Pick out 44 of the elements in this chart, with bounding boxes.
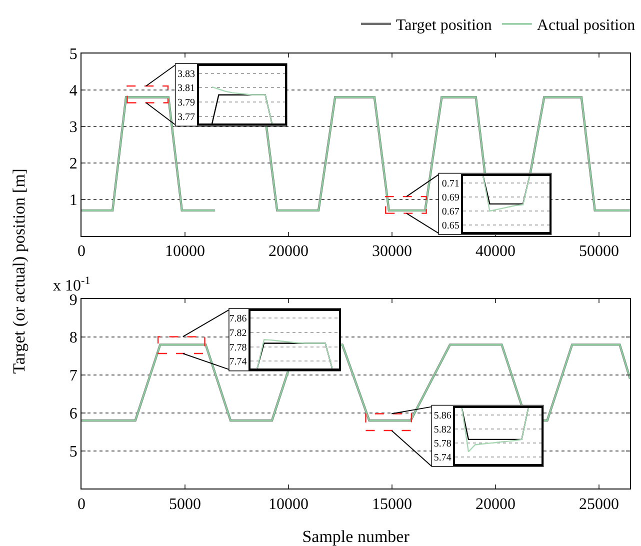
x-tick-label: 20000 bbox=[268, 243, 309, 260]
y-tick-label: 7.82 bbox=[229, 328, 247, 340]
legend-label: Actual position bbox=[536, 17, 636, 34]
x-tick-label: 20000 bbox=[476, 496, 516, 513]
x-tick-label: 5000 bbox=[169, 496, 202, 513]
line-series bbox=[211, 86, 273, 124]
y-tick-label: 5.78 bbox=[434, 438, 452, 450]
y-tick-label: 3.77 bbox=[178, 112, 196, 123]
y-tick-label: 3.83 bbox=[178, 68, 196, 80]
x-tick-label: 50000 bbox=[579, 243, 620, 260]
y-tick-label: 7.86 bbox=[229, 314, 247, 325]
y-tick-label: 3.81 bbox=[178, 83, 196, 94]
x-tick-label: 30000 bbox=[372, 243, 412, 260]
y-tick-label: 7 bbox=[69, 368, 78, 385]
y-tick-label: 8 bbox=[69, 330, 78, 347]
y-axis-title: Target (or actual) position [m] bbox=[10, 168, 29, 374]
y-tick-label: 5 bbox=[69, 443, 78, 460]
x-tick-label: 0 bbox=[78, 496, 86, 513]
x-tick-label: 25000 bbox=[579, 496, 620, 513]
line-series bbox=[461, 408, 529, 452]
y-tick-label: 4 bbox=[69, 82, 78, 100]
y-tick-label: 0.71 bbox=[442, 178, 460, 190]
y-tick-label: 5.74 bbox=[434, 452, 452, 464]
y-tick-label: 7.78 bbox=[229, 342, 247, 354]
y-tick-label: 1 bbox=[69, 192, 78, 210]
y-tick-label: 0.65 bbox=[442, 220, 460, 232]
y-tick-label: 7.74 bbox=[229, 356, 247, 368]
y-tick-label: 2 bbox=[69, 156, 78, 173]
y-tick-label: 0.69 bbox=[442, 192, 460, 204]
y-tick-label: 5.82 bbox=[434, 424, 452, 436]
y-tick-label: 3.79 bbox=[178, 98, 196, 109]
x-tick-label: 15000 bbox=[372, 496, 412, 513]
y-tick-label: 5 bbox=[69, 46, 78, 63]
y-tick-label: 3 bbox=[69, 119, 78, 136]
legend-label: Target position bbox=[396, 17, 492, 34]
x-tick-label: 10000 bbox=[165, 243, 206, 260]
x-tick-label: 40000 bbox=[476, 243, 516, 260]
y-tick-label: 5.86 bbox=[434, 410, 452, 422]
line-series bbox=[482, 176, 530, 212]
x-tick-label: 0 bbox=[78, 243, 86, 260]
y-tick-label: 0.67 bbox=[442, 206, 460, 218]
x-tick-label: 10000 bbox=[268, 496, 309, 513]
y-tick-label: 6 bbox=[69, 406, 78, 423]
x-axis-title: Sample number bbox=[302, 527, 410, 546]
